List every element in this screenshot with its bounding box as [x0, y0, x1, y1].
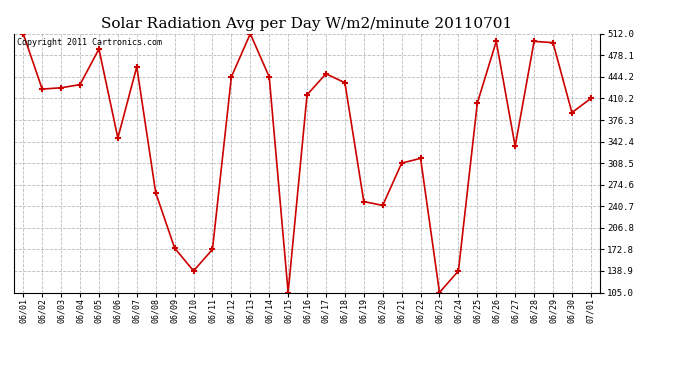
Title: Solar Radiation Avg per Day W/m2/minute 20110701: Solar Radiation Avg per Day W/m2/minute … [101, 17, 513, 31]
Text: Copyright 2011 Cartronics.com: Copyright 2011 Cartronics.com [17, 38, 161, 46]
